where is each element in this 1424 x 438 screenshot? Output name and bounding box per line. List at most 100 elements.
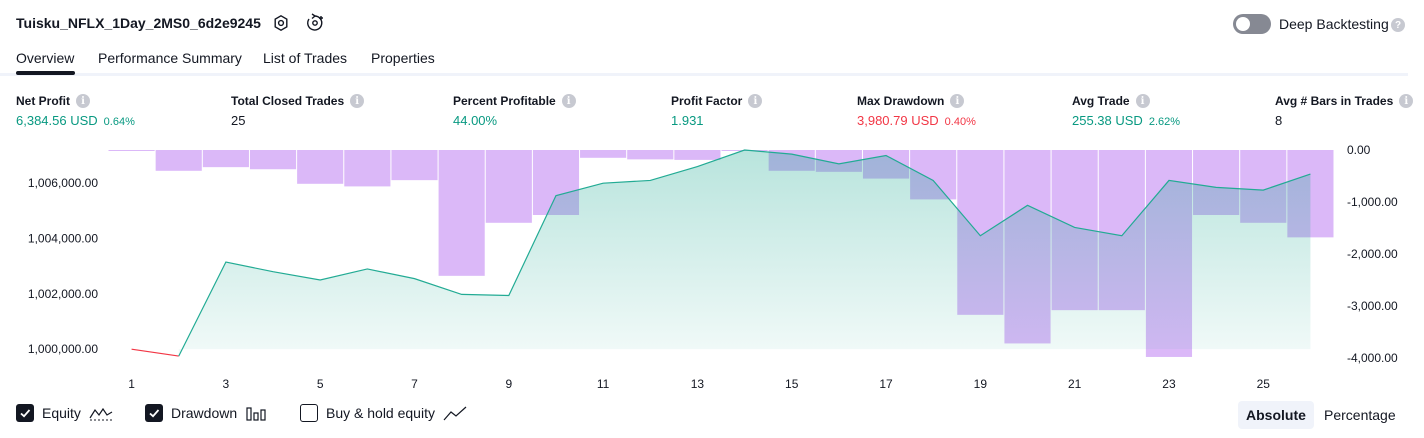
info-icon[interactable]: i <box>76 94 90 108</box>
metric-net-profit: Net Profit i 6,384.56 USD 0.64% <box>16 94 135 128</box>
x-tick-label: 21 <box>1068 377 1082 391</box>
equity-point <box>931 178 935 182</box>
x-tick-label: 19 <box>974 377 988 391</box>
x-tick-label: 7 <box>411 377 418 391</box>
settings-gear-icon[interactable] <box>270 12 292 34</box>
active-tab-indicator <box>16 71 75 75</box>
equity-point <box>1167 178 1171 182</box>
x-tick-label: 3 <box>223 377 230 391</box>
x-tick-label: 15 <box>785 377 799 391</box>
drawdown-bar <box>486 150 532 223</box>
equity-point <box>1025 203 1029 207</box>
equity-point <box>1261 188 1265 192</box>
metric-percent-profitable: Percent Profitable i 44.00% <box>453 94 576 128</box>
drawdown-tick-label: -1,000.00 <box>1347 195 1398 209</box>
tab-performance-summary[interactable]: Performance Summary <box>98 50 242 66</box>
metric-percent: 0.40% <box>945 116 976 128</box>
drawdown-bar <box>156 150 202 171</box>
buy-hold-legend-toggle[interactable]: Buy & hold equity <box>300 404 467 422</box>
metric-value: 44.00% <box>453 113 497 128</box>
x-tick-label: 1 <box>128 377 135 391</box>
equity-loss-segment <box>132 349 179 356</box>
info-icon[interactable]: i <box>1399 94 1413 108</box>
metric-label: Max Drawdown <box>857 94 944 108</box>
equity-tick-label: 1,002,000.00 <box>28 287 98 301</box>
buy-hold-checkbox[interactable] <box>300 404 318 422</box>
metric-value: 25 <box>231 113 245 128</box>
equity-point <box>554 193 558 197</box>
chart-legend-bar: Equity Drawdown Buy & hold equity Absolu… <box>0 398 1424 434</box>
metric-value: 3,980.79 USD <box>857 113 939 128</box>
absolute-button[interactable]: Absolute <box>1238 401 1314 429</box>
tab-properties[interactable]: Properties <box>371 50 435 66</box>
equity-point <box>837 162 841 166</box>
drawdown-bar <box>250 150 296 169</box>
info-icon[interactable]: i <box>748 94 762 108</box>
equity-legend-toggle[interactable]: Equity <box>16 404 113 422</box>
deep-backtesting-label: Deep Backtesting <box>1279 16 1389 32</box>
drawdown-bar <box>391 150 437 180</box>
equity-point <box>365 267 369 271</box>
metric-label: Percent Profitable <box>453 94 556 108</box>
equity-tick-label: 1,000,000.00 <box>28 342 98 356</box>
drawdown-bar <box>439 150 485 276</box>
info-icon[interactable]: i <box>950 94 964 108</box>
metric-percent: 2.62% <box>1149 116 1180 128</box>
tab-list-of-trades[interactable]: List of Trades <box>263 50 347 66</box>
strategy-title: Tuisku_NFLX_1Day_2MS0_6d2e9245 <box>16 15 261 31</box>
checkmark-icon <box>19 407 31 419</box>
drawdown-bars-icon <box>245 404 267 422</box>
tab-overview[interactable]: Overview <box>16 50 74 66</box>
deep-backtesting-toggle[interactable] <box>1233 14 1271 34</box>
info-icon[interactable]: i <box>562 94 576 108</box>
metric-value: 8 <box>1275 113 1282 128</box>
drawdown-tick-label: 0.00 <box>1347 143 1371 157</box>
equity-axis: 1,000,000.001,002,000.001,004,000.001,00… <box>28 176 98 356</box>
metric-label: Profit Factor <box>671 94 742 108</box>
drawdown-axis: 0.00 -1,000.00 -2,000.00 -3,000.00 -4,000.00 <box>1347 143 1398 365</box>
equity-point <box>271 270 275 274</box>
drawdown-bar <box>344 150 390 186</box>
metric-label: Net Profit <box>16 94 70 108</box>
drawdown-legend-label: Drawdown <box>171 405 237 421</box>
equity-point <box>695 164 699 168</box>
help-icon[interactable]: ? <box>1391 18 1405 32</box>
drawdown-bar <box>674 150 720 160</box>
buy-hold-legend-label: Buy & hold equity <box>326 405 435 421</box>
equity-point <box>459 292 463 296</box>
drawdown-bar <box>203 150 249 167</box>
drawdown-bar <box>627 150 673 159</box>
equity-line-icon <box>89 404 113 422</box>
equity-drawdown-chart[interactable]: 1,000,000.00 1,002,000.00 1,004,000.00 1,00… <box>0 140 1424 398</box>
metric-value: 255.38 USD <box>1072 113 1143 128</box>
checkmark-icon <box>148 407 160 419</box>
metric-percent: 0.64% <box>104 116 135 128</box>
equity-checkbox[interactable] <box>16 404 34 422</box>
metric-avg-bars-in-trades: Avg # Bars in Trades i 8 <box>1275 94 1413 128</box>
toggle-knob <box>1236 17 1250 31</box>
metric-label: Avg # Bars in Trades <box>1275 94 1393 108</box>
equity-point <box>129 347 133 351</box>
drawdown-checkbox[interactable] <box>145 404 163 422</box>
equity-legend-label: Equity <box>42 405 81 421</box>
equity-point <box>1214 185 1218 189</box>
drawdown-tick-label: -3,000.00 <box>1347 299 1398 313</box>
x-tick-label: 5 <box>317 377 324 391</box>
equity-point <box>177 354 181 358</box>
drawdown-bar <box>109 150 155 151</box>
percentage-button[interactable]: Percentage <box>1316 401 1404 429</box>
metric-label: Total Closed Trades <box>231 94 344 108</box>
drawdown-legend-toggle[interactable]: Drawdown <box>145 404 267 422</box>
x-tick-label: 13 <box>691 377 705 391</box>
drawdown-tick-label: -2,000.00 <box>1347 247 1398 261</box>
drawdown-tick-label: -4,000.00 <box>1347 351 1398 365</box>
info-icon[interactable]: i <box>350 94 364 108</box>
equity-tick-label: 1,004,000.00 <box>28 232 98 246</box>
drawdown-bar <box>297 150 343 184</box>
equity-point <box>742 148 746 152</box>
source-code-icon[interactable] <box>304 12 326 34</box>
equity-point <box>601 181 605 185</box>
info-icon[interactable]: i <box>1136 94 1150 108</box>
metric-avg-trade: Avg Trade i 255.38 USD 2.62% <box>1072 94 1180 128</box>
equity-point <box>412 276 416 280</box>
